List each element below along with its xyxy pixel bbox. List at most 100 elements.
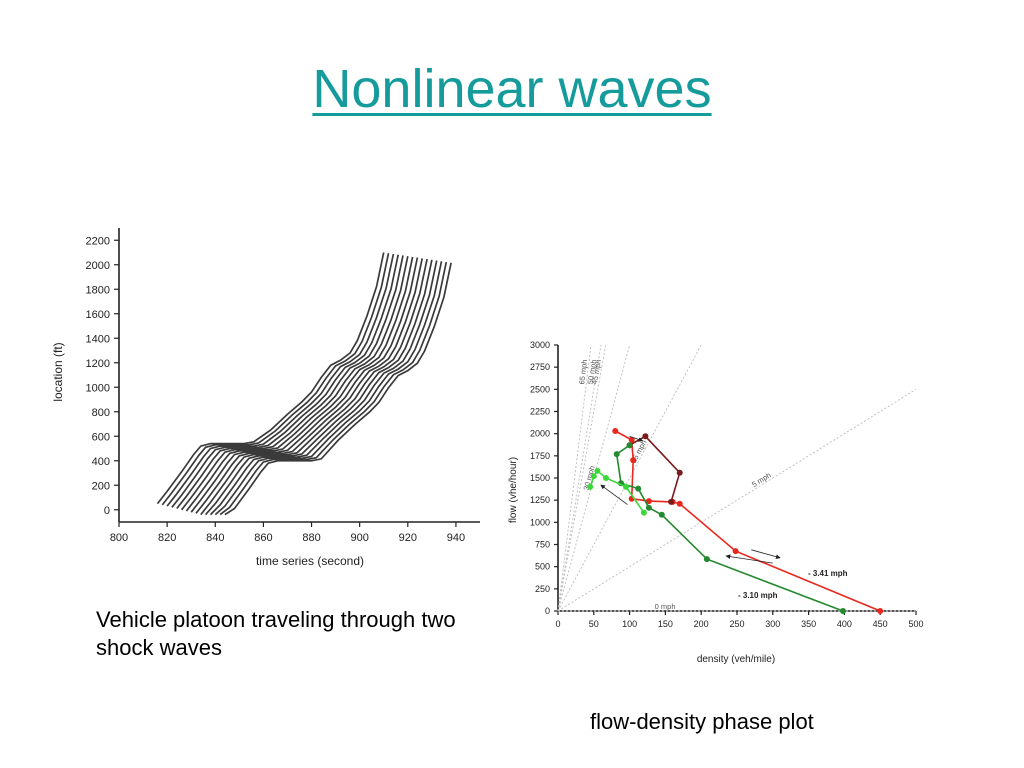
phase-point — [618, 480, 624, 487]
slide-title: Nonlinear waves — [312, 59, 712, 119]
phase-plot-y-tick-label: 2500 — [530, 384, 550, 394]
phase-point — [628, 436, 635, 443]
phase-plot-y-tick-label: 1250 — [530, 495, 550, 505]
phase-plot-x-tick-label: 400 — [837, 619, 852, 629]
phase-point — [594, 467, 601, 474]
phase-plot-x-tick-label: 150 — [658, 619, 673, 629]
phase-plot-x-tick-label: 100 — [622, 619, 637, 629]
trajectory-chart-y-tick-label: 200 — [92, 480, 110, 492]
phase-plot-y-tick-label: 0 — [545, 606, 550, 616]
speed-ray-label: 45 mph — [590, 359, 603, 385]
phase-point — [587, 483, 594, 490]
phase-point — [630, 457, 637, 464]
speed-ray — [557, 344, 607, 612]
phase-plot-y-tick-label: 1000 — [530, 517, 550, 527]
vehicle-trajectory — [166, 253, 395, 507]
trajectory-chart-x-tick-label: 940 — [447, 532, 465, 544]
phase-plot-y-tick-label: 500 — [535, 562, 550, 572]
vehicle-trajectory — [185, 256, 414, 512]
phase-plot-x-tick-label: 300 — [765, 619, 780, 629]
phase-plot-x-tick-label: 250 — [729, 619, 744, 629]
speed-ray — [557, 344, 592, 612]
vehicle-trajectory — [190, 257, 419, 513]
phase-point — [623, 483, 629, 490]
speed-ray-label: 65 mph — [577, 359, 589, 385]
phase-plot-x-tick-label: 500 — [908, 619, 923, 629]
phase-plot-y-tick-label: 750 — [535, 540, 550, 550]
phase-point — [640, 509, 647, 516]
speed-ray — [557, 344, 702, 612]
trajectory-chart-y-tick-label: 0 — [104, 505, 110, 517]
phase-trajectory — [629, 435, 681, 503]
phase-point — [669, 498, 676, 505]
phase-point — [645, 504, 652, 511]
phase-plot-y-tick-label: 2000 — [530, 429, 550, 439]
speed-ray — [557, 388, 917, 612]
phase-point — [732, 548, 739, 555]
phase-plot-x-tick-label: 450 — [873, 619, 888, 629]
phase-point — [635, 485, 642, 492]
phase-point — [626, 442, 633, 449]
trajectory-chart-x-tick-label: 900 — [350, 532, 368, 544]
trajectory-chart-x-tick-label: 800 — [110, 532, 128, 544]
phase-trajectory — [589, 469, 645, 514]
speed-ray-label: 50 mph — [586, 359, 599, 385]
trajectory-chart-y-tick-label: 1000 — [86, 382, 110, 394]
annotation-wave-speed-2: - 3.10 mph — [738, 591, 778, 600]
trajectory-chart-x-tick-label: 860 — [254, 532, 272, 544]
vehicle-trajectory — [200, 258, 428, 516]
trajectory-chart-y-tick-label: 1200 — [86, 358, 110, 370]
phase-point — [703, 556, 710, 563]
phase-point — [613, 451, 620, 458]
phase-plot-y-tick-label: 2750 — [530, 362, 550, 372]
vehicle-trajectory — [219, 261, 448, 516]
trajectory-chart-x-tick-label: 840 — [206, 532, 224, 544]
speed-ray-label: 15 mph — [629, 438, 649, 464]
phase-plot-x-tick-label: 350 — [801, 619, 816, 629]
phase-point — [668, 498, 675, 505]
trajectory-chart-y-tick-label: 2200 — [86, 235, 110, 247]
annotation-wave-speed-1: - 3.41 mph — [808, 569, 848, 578]
trajectory-caption: Vehicle platoon traveling through two sh… — [96, 607, 456, 660]
phase-point — [603, 475, 609, 481]
trajectory-chart-y-tick-label: 400 — [92, 456, 110, 468]
vehicle-trajectory — [180, 256, 409, 511]
trajectory-chart-y-tick-label: 1400 — [86, 333, 110, 345]
direction-arrow — [725, 554, 773, 564]
phase-plot-y-tick-label: 1500 — [530, 473, 550, 483]
phase-point — [628, 495, 635, 502]
trajectory-chart-y-tick-label: 800 — [92, 407, 110, 419]
trajectory-chart-x-axis-title: time series (second) — [256, 554, 364, 568]
trajectory-chart-y-tick-label: 1800 — [86, 284, 110, 296]
trajectory-chart-x-tick-label: 820 — [158, 532, 176, 544]
trajectory-chart-y-axis-title: location (ft) — [51, 342, 65, 401]
speed-ray-label: 0 mph — [655, 602, 676, 611]
phase-point — [590, 473, 597, 480]
phase-plot-x-tick-label: 50 — [589, 619, 599, 629]
phase-plot-y-tick-label: 250 — [535, 584, 550, 594]
phase-plot-y-tick-label: 1750 — [530, 451, 550, 461]
trajectory-chart-x-tick-label: 920 — [399, 532, 417, 544]
vehicle-trajectory — [156, 252, 385, 505]
trajectory-chart-y-tick-label: 600 — [92, 431, 110, 443]
phase-point — [645, 498, 652, 505]
speed-ray — [557, 344, 602, 612]
phase-point — [658, 511, 665, 518]
vehicle-trajectory — [176, 255, 404, 510]
vehicle-trajectory — [224, 262, 452, 516]
phase-trajectory — [614, 430, 881, 612]
vehicle-trajectory — [204, 259, 433, 516]
phase-point — [612, 428, 619, 434]
vehicle-trajectory — [161, 253, 390, 506]
phase-trajectory — [615, 444, 844, 612]
vehicle-trajectory — [209, 260, 438, 516]
direction-arrow — [629, 435, 644, 442]
phase-point — [626, 442, 633, 449]
vehicle-trajectory — [214, 261, 443, 516]
speed-ray — [557, 344, 631, 612]
trajectory-chart-y-tick-label: 1600 — [86, 309, 110, 321]
direction-arrow — [600, 484, 628, 505]
phase-plot-x-tick-label: 0 — [555, 619, 560, 629]
phase-plot-y-axis-title: flow (vhe/hour) — [508, 457, 519, 523]
phase-point — [676, 500, 683, 507]
